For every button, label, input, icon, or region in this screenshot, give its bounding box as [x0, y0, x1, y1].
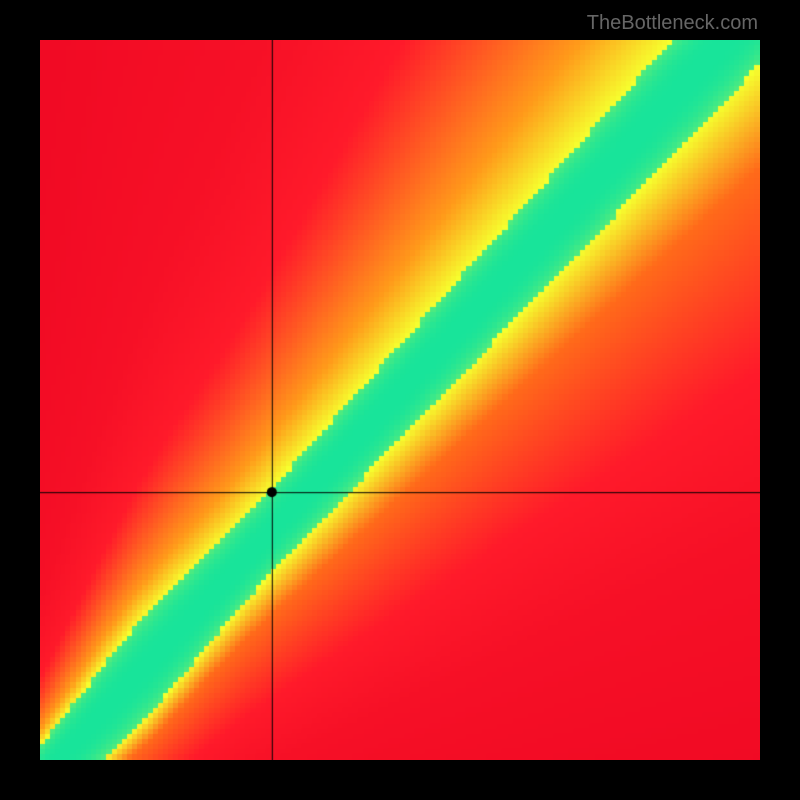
bottleneck-heatmap-canvas [40, 40, 760, 760]
bottleneck-heatmap-container [40, 40, 760, 760]
attribution-label: TheBottleneck.com [587, 12, 758, 35]
